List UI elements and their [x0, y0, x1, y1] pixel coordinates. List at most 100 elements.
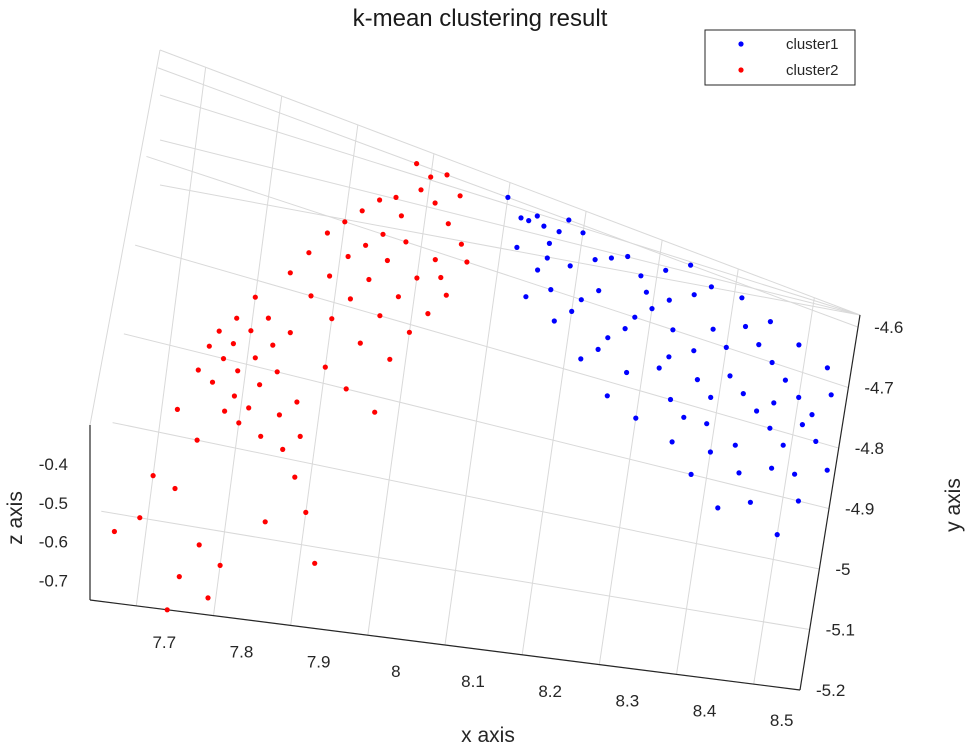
grid-line-z	[159, 49, 861, 316]
point-cluster1	[736, 470, 742, 476]
point-cluster1	[727, 373, 733, 379]
point-cluster1	[742, 323, 749, 330]
x-tick-label: 7.9	[307, 652, 331, 671]
point-cluster1	[688, 262, 694, 268]
point-cluster2	[137, 515, 143, 521]
point-cluster2	[393, 194, 399, 200]
point-cluster1	[666, 297, 672, 303]
point-cluster2	[443, 292, 449, 298]
point-cluster1	[518, 215, 524, 221]
x-tick-label: 7.7	[152, 633, 176, 652]
point-cluster1	[632, 314, 638, 320]
point-cluster2	[444, 172, 450, 178]
point-cluster1	[624, 369, 630, 376]
y-tick-label: -4.9	[845, 500, 874, 519]
point-cluster1	[824, 467, 830, 473]
point-cluster1	[566, 217, 572, 223]
point-cluster2	[377, 313, 383, 319]
point-cluster1	[767, 425, 773, 431]
point-cluster1	[526, 218, 532, 224]
point-cluster1	[723, 344, 729, 350]
point-cluster2	[406, 329, 412, 335]
point-cluster1	[795, 498, 802, 504]
point-cluster2	[347, 296, 353, 302]
point-cluster1	[782, 377, 789, 383]
point-cluster1	[608, 255, 615, 261]
point-cluster1	[580, 230, 586, 236]
point-cluster1	[569, 308, 575, 314]
point-cluster2	[418, 187, 424, 193]
point-cluster2	[196, 542, 202, 548]
grid-line-x	[598, 240, 663, 665]
point-cluster2	[458, 241, 464, 247]
point-cluster2	[343, 386, 349, 392]
point-cluster2	[345, 253, 351, 260]
point-cluster2	[287, 270, 293, 276]
grid-line-y	[146, 155, 849, 389]
point-cluster2	[280, 446, 286, 452]
point-cluster1	[809, 412, 815, 418]
point-cluster1	[771, 400, 777, 406]
point-cluster2	[230, 341, 236, 347]
point-cluster2	[248, 328, 254, 334]
grid-line-x	[444, 182, 511, 646]
point-cluster1	[649, 306, 655, 312]
point-cluster1	[663, 267, 669, 273]
point-cluster1	[813, 438, 819, 444]
point-cluster2	[432, 200, 438, 206]
z-tick-label: -0.6	[39, 533, 68, 552]
point-cluster1	[715, 505, 721, 511]
point-cluster2	[366, 276, 372, 283]
point-cluster2	[258, 433, 264, 439]
point-cluster2	[324, 230, 330, 236]
chart-title: k-mean clustering result	[353, 5, 608, 32]
point-cluster1	[824, 365, 831, 371]
point-cluster1	[670, 327, 676, 333]
z-tick-label: -0.7	[39, 572, 68, 591]
point-cluster1	[688, 471, 694, 477]
point-cluster1	[732, 442, 738, 448]
point-cluster2	[231, 393, 237, 399]
point-cluster2	[359, 208, 365, 214]
x-tick-label: 8.3	[616, 692, 640, 711]
x-axis-label: x axis	[461, 724, 515, 746]
z-axis-label: z axis	[4, 491, 27, 545]
point-cluster1	[667, 396, 674, 403]
point-cluster1	[708, 394, 714, 400]
point-cluster1	[669, 439, 675, 445]
point-cluster1	[578, 297, 584, 303]
point-cluster1	[656, 365, 662, 371]
point-cluster1	[774, 532, 780, 538]
legend-box	[704, 29, 856, 86]
point-cluster1	[796, 342, 802, 348]
point-cluster2	[398, 213, 404, 219]
point-cluster2	[234, 315, 240, 321]
point-cluster1	[756, 342, 762, 348]
point-cluster1	[666, 354, 672, 360]
y-tick-label: -4.7	[864, 379, 893, 398]
grid-line-z	[159, 184, 861, 316]
point-cluster2	[235, 368, 241, 374]
point-cluster2	[322, 364, 328, 370]
point-cluster2	[257, 382, 263, 388]
x-tick-label: 7.8	[230, 643, 254, 662]
point-cluster1	[595, 346, 601, 352]
point-cluster2	[209, 379, 216, 385]
grid-line-x	[521, 211, 587, 655]
point-cluster1	[544, 255, 550, 261]
z-tick-label: -0.4	[39, 455, 68, 474]
point-cluster1	[605, 335, 611, 341]
grid-line-y	[101, 510, 810, 631]
point-cluster2	[217, 562, 223, 569]
point-cluster2	[445, 221, 451, 227]
x-tick-label: 8.4	[693, 701, 717, 720]
y-tick-label: -4.6	[874, 318, 903, 337]
grid-line-x	[753, 297, 815, 685]
point-cluster2	[329, 316, 335, 322]
point-cluster2	[294, 399, 300, 405]
point-cluster1	[592, 257, 598, 263]
point-cluster2	[220, 356, 227, 362]
point-cluster2	[377, 197, 383, 203]
point-cluster1	[514, 244, 520, 250]
